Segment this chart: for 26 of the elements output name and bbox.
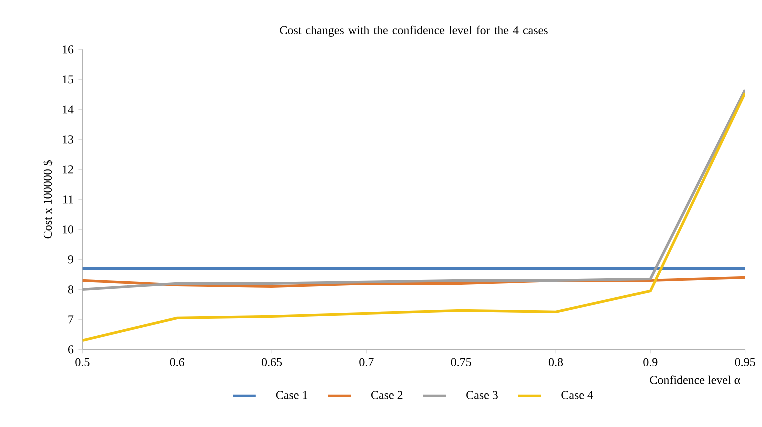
legend-label: Case 3 [466,391,498,400]
x-tick-label: 0.95 [735,358,756,367]
y-tick-label: 9 [68,256,74,264]
legend-label: Case 4 [562,391,594,400]
chart-title: Cost changes with the confidence level for the 4 cases [280,26,548,37]
y-tick-label: 6 [68,346,74,354]
y-tick-label: 12 [63,166,74,174]
y-tick-label: 7 [68,316,74,324]
x-tick-label: 0.65 [262,358,282,367]
x-tick-label: 0.5 [76,358,90,367]
x-tick-label: 0.7 [360,358,374,367]
y-tick-label: 15 [63,76,74,84]
y-axis-title: Cost x 100000 $ [43,160,53,239]
y-tick-label: 11 [63,196,74,204]
y-tick-label: 8 [68,286,74,294]
y-tick-label: 16 [63,46,74,54]
x-tick-label: 0.75 [451,358,472,367]
x-tick-label: 0.6 [170,358,184,367]
legend-label: Case 1 [276,391,308,400]
y-tick-label: 10 [63,226,74,234]
legend-label: Case 2 [372,391,403,400]
x-tick-label: 0.8 [548,358,564,367]
x-tick-label: 0.9 [644,358,658,367]
y-tick-label: 13 [63,136,74,144]
x-axis-title: Confidence level α [650,376,740,384]
y-tick-label: 14 [63,106,74,114]
